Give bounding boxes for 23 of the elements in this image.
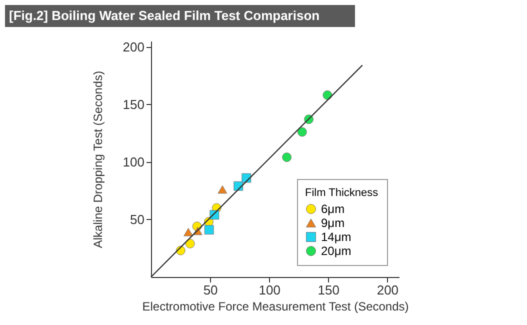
point [184,228,194,236]
y-tick-label: 200 [122,39,144,54]
point [282,152,292,162]
point [218,185,228,194]
legend-label: 20μm [321,244,352,258]
y-tick-label: 100 [122,154,144,170]
point [322,90,332,100]
x-tick-label: 100 [258,282,280,298]
y-axis-title: Alkaline Dropping Test (Seconds) [90,70,105,248]
x-axis-title: Electromotive Force Measurement Test (Seconds) [142,300,409,314]
point [204,225,214,235]
legend-label: 9μm [321,216,345,230]
point [185,238,195,248]
x-tick-label: 50 [203,282,218,298]
point [297,127,307,137]
chart-title: [Fig.2] Boiling Water Sealed Film Test Comparison [9,8,320,23]
x-tick-label: 150 [318,282,340,298]
legend-title: Film Thickness [305,187,379,199]
legend-label: 6μm [321,202,345,216]
y-tick-label: 150 [122,96,144,112]
y-tick-label: 50 [130,212,144,227]
x-tick-label: 200 [376,282,399,298]
legend-label: 14μm [321,230,352,244]
